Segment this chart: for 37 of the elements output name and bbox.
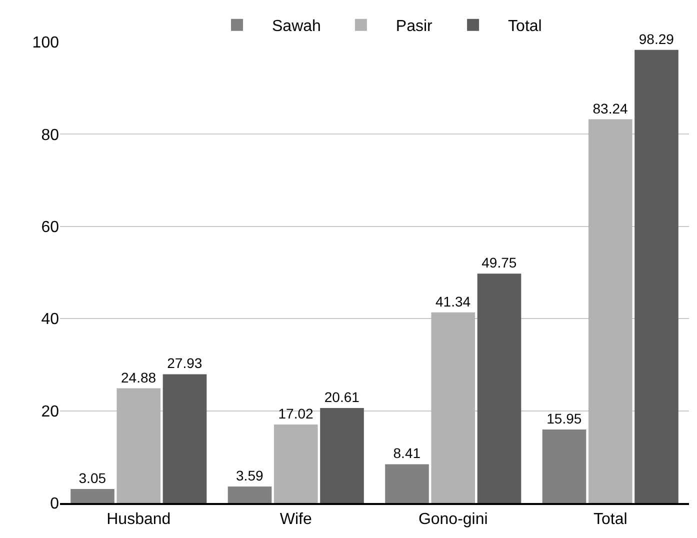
x-tick-label: Total	[593, 510, 628, 528]
y-tick-label: 100	[32, 34, 60, 52]
bar	[116, 388, 161, 503]
data-label: 98.29	[638, 30, 674, 47]
data-label: 27.93	[167, 355, 202, 372]
data-label: 15.95	[546, 410, 582, 426]
bar	[385, 464, 429, 503]
bar	[162, 374, 207, 503]
bar	[70, 488, 114, 503]
y-tick-label: 80	[41, 126, 60, 144]
bar	[274, 424, 318, 503]
data-label: 3.05	[78, 470, 106, 486]
bar	[477, 274, 522, 503]
legend-label: Pasir	[396, 18, 434, 36]
y-tick-label: 0	[50, 496, 60, 513]
y-tick-label: 60	[41, 219, 60, 236]
data-label: 3.59	[236, 467, 264, 484]
x-tick-label: Husband	[106, 510, 171, 528]
x-tick-label: Wife	[280, 510, 312, 528]
y-tick-label: 20	[41, 403, 60, 420]
bar	[542, 429, 586, 503]
x-tick-label: Gono-gini	[418, 510, 488, 528]
bar	[228, 486, 272, 503]
y-tick-label: 40	[41, 311, 60, 328]
data-label: 20.61	[324, 388, 360, 405]
data-label: 83.24	[592, 100, 628, 116]
data-label: 8.41	[393, 445, 421, 462]
bar	[588, 119, 632, 503]
data-label: 49.75	[482, 254, 517, 271]
legend-label: Sawah	[272, 18, 321, 36]
bar	[320, 408, 364, 503]
data-label: 17.02	[278, 406, 314, 422]
bar	[634, 50, 678, 503]
data-label: 24.88	[121, 369, 156, 386]
legend-label: Total	[508, 18, 542, 36]
data-label: 41.34	[436, 293, 471, 310]
bar	[431, 312, 476, 503]
